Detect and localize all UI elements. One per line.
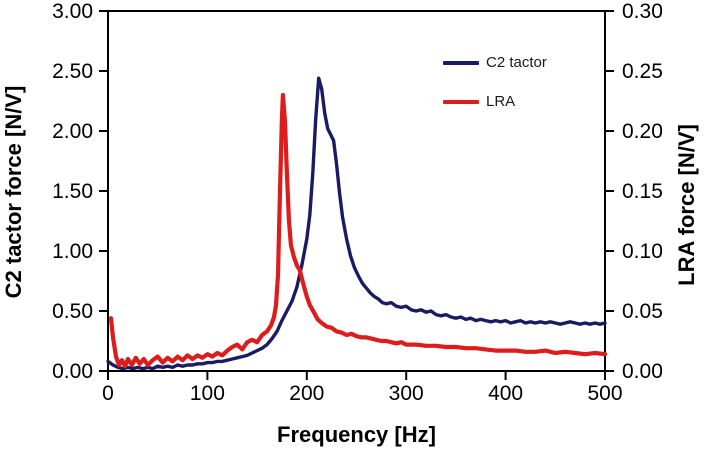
y-right-tick-label: 0.30 [622,0,663,23]
y-axis-title-left: C2 tactor force [N/V] [1,85,26,299]
x-tick-label: 200 [289,382,324,405]
c2-tactor-line [106,76,607,371]
x-tick-label: 500 [587,382,622,405]
c2-tactor-line-swatch [443,60,479,65]
y-left-tick-label: 0.50 [52,300,93,323]
y-left-tick-label: 2.50 [52,60,93,83]
y-left-tick-label: 0.00 [52,360,93,383]
y-axis-title-right: LRA force [N/V] [674,124,699,286]
legend-item-lra: LRA [443,93,547,110]
x-axis-title: Frequency [Hz] [277,422,436,447]
x-tick-label: 300 [389,382,424,405]
y-right-tick-label: 0.25 [622,60,663,83]
y-left-tick-label: 1.50 [52,180,93,203]
y-left-tick-label: 1.00 [52,240,93,263]
legend-item-c2-tactor: C2 tactor [443,54,547,71]
y-left-tick-label: 3.00 [52,0,93,23]
y-left-tick-label: 2.00 [52,120,93,143]
y-right-tick-label: 0.15 [622,180,663,203]
legend-label-c2-tactor: C2 tactor [486,54,547,71]
x-tick-label: 400 [488,382,523,405]
x-tick-label: 100 [190,382,225,405]
y-right-tick-label: 0.10 [622,240,663,263]
lra-line-swatch [443,99,479,104]
x-tick-label: 0 [102,382,114,405]
y-right-tick-label: 0.00 [622,360,663,383]
lra-line [108,92,608,369]
y-right-tick-label: 0.05 [622,300,663,323]
legend: C2 tactor LRA [443,54,547,110]
legend-label-lra: LRA [486,93,516,110]
y-right-tick-label: 0.20 [622,120,663,143]
